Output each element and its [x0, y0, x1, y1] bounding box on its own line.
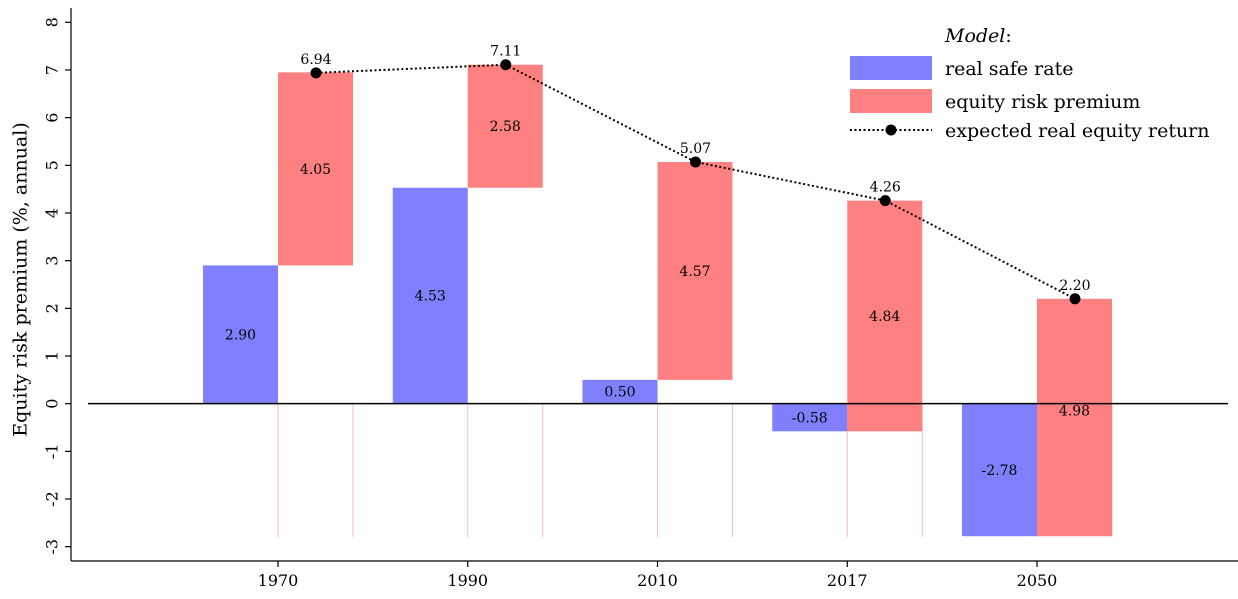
legend-title-colon: : [1005, 25, 1011, 47]
legend-label-expected-return: expected real equity return [945, 120, 1210, 142]
bar-label-equity-risk-premium: 4.98 [1059, 404, 1090, 420]
bar-real-safe-rate [203, 265, 278, 404]
expected-return-point [879, 195, 891, 207]
y-axis-title: Equity risk premium (%, annual) [10, 122, 32, 437]
expected-return-path [315, 63, 1076, 300]
legend: Model: real safe rate equity risk premiu… [850, 25, 1210, 142]
y-tick-label: 6 [43, 113, 62, 123]
expected-return-label: 5.07 [680, 141, 711, 157]
bar-equity-risk-premium [1037, 298, 1112, 537]
expected-return-label: 4.26 [870, 180, 901, 196]
bar-label-equity-risk-premium: 4.84 [869, 309, 900, 325]
bar-label-real-safe-rate: 4.53 [415, 289, 446, 305]
legend-swatch-equity-risk-premium [850, 89, 932, 113]
x-tick-label: 2050 [1017, 571, 1058, 590]
bar-real-safe-rate [962, 403, 1037, 537]
y-tick-label: -2 [43, 491, 62, 507]
bar-label-real-safe-rate: 0.50 [604, 385, 635, 401]
bar-label-equity-risk-premium: 4.57 [679, 264, 710, 280]
bar-label-real-safe-rate: 2.90 [225, 327, 256, 343]
legend-swatch-real-safe-rate [850, 56, 932, 80]
y-tick-label: 8 [43, 17, 62, 27]
bar-label-equity-risk-premium: 2.58 [490, 119, 521, 135]
legend-label-equity-risk-premium: equity risk premium [945, 91, 1140, 113]
x-tick-label: 2017 [827, 571, 868, 590]
data-labels: 2.90 4.05 4.53 2.58 0.50 4.57 -0.58 4.84 -2.78 4.… [225, 44, 1091, 479]
bar-real-safe-rate [392, 187, 468, 404]
x-tick-label: 1970 [258, 571, 299, 590]
bar-equity-risk-premium [467, 64, 543, 188]
y-tick-label: 2 [43, 303, 62, 313]
bar-label-real-safe-rate: -0.58 [792, 410, 828, 426]
y-tick-label: 5 [43, 160, 62, 170]
bar-label-equity-risk-premium: 4.05 [300, 162, 331, 178]
legend-title: Model: [944, 25, 1012, 47]
legend-title-text: Model [944, 25, 1005, 47]
expected-return-point [310, 67, 322, 79]
bar-real-safe-rate [582, 379, 658, 404]
expected-return-label: 7.11 [490, 44, 521, 60]
legend-label-real-safe-rate: real safe rate [945, 58, 1073, 80]
legend-marker-expected-return [885, 124, 897, 136]
x-tick-label: 2010 [637, 571, 678, 590]
expected-return-point [690, 156, 701, 168]
bar-equity-risk-premium [278, 72, 353, 266]
x-tick-label: 1990 [447, 571, 488, 590]
axes: -3 -2 -1 0 1 2 3 4 5 6 7 8 1970 1990 2010 2017 2050 [43, 8, 1238, 590]
expected-return-point [1069, 293, 1081, 305]
y-tick-label: -3 [43, 539, 62, 555]
bar-real-safe-rate [772, 403, 848, 432]
expected-return-label: 2.20 [1059, 278, 1090, 294]
y-tick-label: 7 [43, 65, 62, 75]
bar-equity-risk-premium [657, 161, 733, 380]
expected-return-point [500, 59, 512, 71]
bar-label-real-safe-rate: -2.78 [982, 463, 1018, 479]
bar-equity-risk-premium [847, 200, 923, 432]
y-tick-label: 1 [43, 351, 62, 361]
expected-return-label: 6.94 [300, 52, 331, 68]
y-tick-label: -1 [43, 444, 62, 460]
bars [203, 64, 1112, 537]
y-tick-label: 4 [43, 208, 62, 218]
expected-return-line [310, 59, 1081, 305]
y-tick-label: 0 [43, 399, 62, 409]
y-tick-label: 3 [43, 256, 62, 266]
